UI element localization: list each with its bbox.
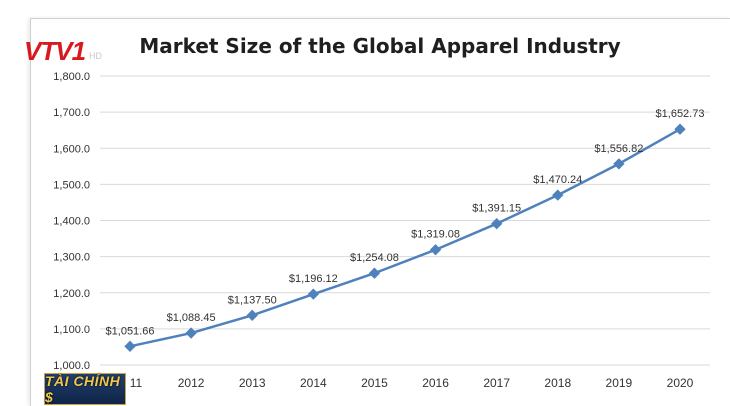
data-labels: $1,051.66 $1,088.45 $1,137.50 $1,196.12 $1,2…	[106, 108, 705, 337]
y-tick-label: 1,200.0	[53, 288, 90, 300]
chart-frame	[30, 18, 730, 406]
data-label: $1,051.66	[106, 325, 155, 337]
series	[124, 123, 686, 352]
data-point	[674, 123, 686, 135]
logo-suffix: HD	[89, 51, 103, 61]
x-tick-label: 2012	[178, 376, 205, 390]
y-tick-label: 1,000.0	[53, 360, 90, 372]
x-axis-ticks: 11 2012 2013 2014 2015 2016 2017 2018 2019 2020	[130, 376, 694, 390]
badge-text: TÀI CHÍNH $	[45, 373, 121, 405]
y-tick-label: 1,800.0	[53, 71, 90, 83]
data-label: $1,196.12	[289, 273, 338, 285]
series-line	[129, 128, 681, 348]
channel-logo: VTV1 HD	[24, 34, 102, 64]
data-point	[429, 244, 442, 256]
data-label: $1,137.50	[228, 294, 277, 306]
data-point	[491, 218, 503, 230]
data-label: $1,556.82	[594, 143, 643, 155]
y-tick-label: 1,300.0	[53, 252, 90, 264]
data-label: $1,470.24	[533, 174, 582, 186]
y-tick-label: 1,700.0	[53, 107, 90, 119]
data-point	[185, 327, 197, 339]
data-point	[124, 340, 136, 352]
program-badge: TÀI CHÍNH $	[44, 373, 126, 405]
y-tick-label: 1,500.0	[53, 179, 90, 191]
logo-text: VTV1	[24, 36, 86, 66]
y-tick-label: 1,400.0	[53, 216, 90, 228]
x-tick-label: 2018	[544, 376, 571, 390]
chart-title: Market Size of the Global Apparel Indust…	[139, 34, 621, 58]
data-label: $1,652.73	[656, 108, 705, 120]
data-label: $1,088.45	[167, 312, 216, 324]
data-label: $1,391.15	[472, 203, 521, 215]
x-tick-label: 2020	[667, 376, 694, 390]
x-tick-label: 2013	[239, 376, 266, 390]
data-point	[552, 189, 564, 201]
data-label: $1,254.08	[350, 252, 399, 264]
x-tick-label: 2017	[483, 376, 510, 390]
x-tick-label: 2019	[606, 376, 633, 390]
y-axis-ticks: 1,000.0 1,100.0 1,200.0 1,300.0 1,400.0 1,500…	[53, 71, 90, 372]
x-tick-label: 2015	[361, 376, 388, 390]
data-point	[246, 309, 258, 321]
data-label: $1,319.08	[411, 229, 460, 241]
data-point	[613, 158, 625, 170]
data-point	[307, 288, 319, 300]
data-point	[368, 267, 381, 279]
y-tick-label: 1,600.0	[53, 143, 90, 155]
x-tick-label: 2016	[422, 376, 449, 390]
x-tick-label: 2014	[300, 376, 327, 390]
y-tick-label: 1,100.0	[53, 324, 90, 336]
x-tick-label: 11	[130, 376, 143, 390]
